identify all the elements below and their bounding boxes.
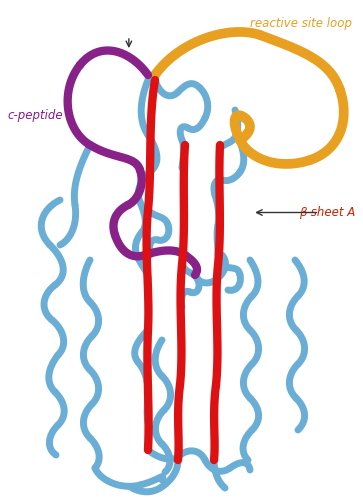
Text: β-sheet A: β-sheet A <box>299 206 356 219</box>
Text: c-peptide: c-peptide <box>7 108 63 122</box>
Text: reactive site loop: reactive site loop <box>250 18 352 30</box>
